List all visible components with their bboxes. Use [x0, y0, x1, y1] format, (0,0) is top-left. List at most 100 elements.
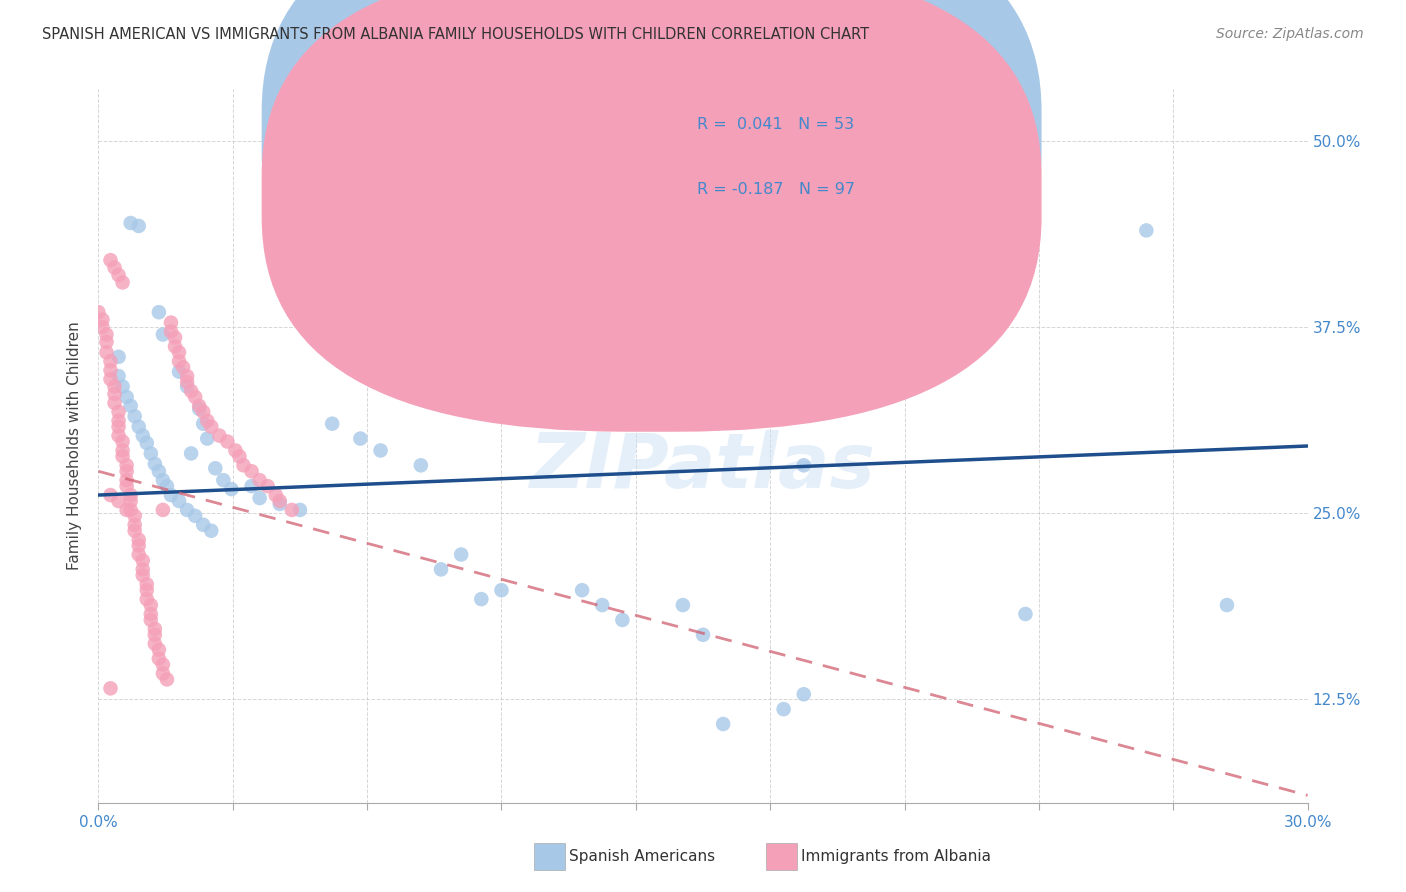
Point	[772, 702, 794, 716]
Point	[107, 494, 129, 508]
Point	[103, 260, 125, 275]
Point	[430, 562, 453, 576]
Point	[551, 223, 574, 237]
Point	[172, 360, 194, 375]
Point	[111, 443, 134, 458]
Point	[135, 577, 157, 591]
Point	[167, 494, 190, 508]
Point	[107, 369, 129, 384]
Point	[139, 446, 162, 460]
Point	[269, 497, 291, 511]
Point	[132, 562, 155, 576]
Point	[120, 216, 142, 230]
Point	[103, 387, 125, 401]
Point	[143, 622, 166, 636]
Point	[152, 327, 174, 342]
Point	[370, 443, 392, 458]
Point	[100, 363, 122, 377]
Point	[1014, 607, 1036, 621]
Point	[107, 405, 129, 419]
Point	[491, 583, 513, 598]
Point	[96, 345, 118, 359]
Point	[256, 479, 278, 493]
Point	[1216, 598, 1239, 612]
Point	[208, 428, 231, 442]
Y-axis label: Family Households with Children: Family Households with Children	[67, 322, 83, 570]
Text: R =  0.041   N = 53: R = 0.041 N = 53	[697, 118, 853, 132]
Point	[288, 503, 311, 517]
Point	[152, 666, 174, 681]
Point	[793, 458, 815, 473]
Point	[128, 539, 150, 553]
Point	[132, 553, 155, 567]
Point	[96, 334, 118, 349]
Point	[148, 464, 170, 478]
Point	[115, 464, 138, 478]
Point	[120, 494, 142, 508]
Point	[148, 651, 170, 665]
Text: Spanish Americans: Spanish Americans	[569, 849, 716, 863]
Text: Immigrants from Albania: Immigrants from Albania	[801, 849, 991, 863]
Point	[128, 419, 150, 434]
Point	[692, 628, 714, 642]
Point	[128, 219, 150, 233]
Point	[135, 436, 157, 450]
Point	[107, 350, 129, 364]
Point	[128, 533, 150, 547]
Point	[195, 414, 218, 428]
Point	[100, 372, 122, 386]
Point	[212, 473, 235, 487]
Point	[115, 390, 138, 404]
Point	[180, 446, 202, 460]
Point	[96, 327, 118, 342]
Point	[152, 657, 174, 672]
Point	[160, 325, 183, 339]
Point	[139, 607, 162, 621]
Point	[249, 473, 271, 487]
Point	[195, 432, 218, 446]
Text: SPANISH AMERICAN VS IMMIGRANTS FROM ALBANIA FAMILY HOUSEHOLDS WITH CHILDREN CORR: SPANISH AMERICAN VS IMMIGRANTS FROM ALBA…	[42, 27, 869, 42]
Point	[200, 524, 222, 538]
Point	[711, 717, 734, 731]
Point	[128, 548, 150, 562]
Point	[100, 681, 122, 696]
Point	[91, 320, 114, 334]
Point	[120, 488, 142, 502]
Point	[107, 419, 129, 434]
Point	[612, 613, 634, 627]
Point	[180, 384, 202, 398]
Point	[450, 548, 472, 562]
Point	[135, 583, 157, 598]
Point	[240, 464, 263, 478]
Point	[91, 312, 114, 326]
Point	[163, 339, 186, 353]
Point	[571, 583, 593, 598]
FancyBboxPatch shape	[262, 0, 1042, 432]
FancyBboxPatch shape	[262, 0, 1042, 368]
Point	[176, 503, 198, 517]
Point	[193, 405, 215, 419]
Point	[176, 375, 198, 389]
Point	[184, 390, 207, 404]
Point	[188, 399, 211, 413]
Point	[87, 305, 110, 319]
Point	[124, 508, 146, 523]
Point	[103, 379, 125, 393]
Point	[152, 503, 174, 517]
Point	[115, 479, 138, 493]
Point	[115, 458, 138, 473]
Point	[193, 517, 215, 532]
Point	[269, 494, 291, 508]
Text: ZIPatlas: ZIPatlas	[530, 431, 876, 504]
Point	[111, 379, 134, 393]
Point	[143, 637, 166, 651]
Point	[224, 443, 246, 458]
Text: R = -0.187   N = 97: R = -0.187 N = 97	[697, 182, 855, 196]
Point	[793, 687, 815, 701]
Point	[264, 488, 287, 502]
Point	[111, 434, 134, 449]
Point	[132, 568, 155, 582]
Point	[156, 479, 179, 493]
Point	[160, 316, 183, 330]
Point	[409, 458, 432, 473]
